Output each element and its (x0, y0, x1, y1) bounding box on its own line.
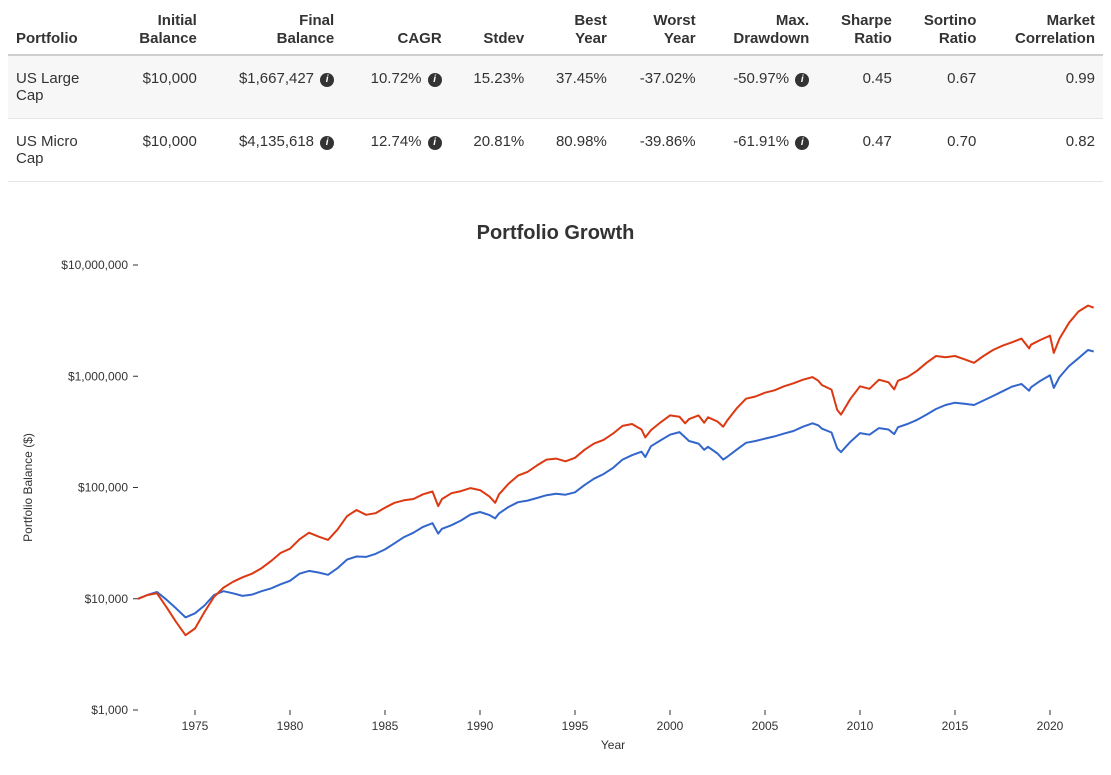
x-tick-label: 1995 (562, 719, 589, 733)
table-cell: 0.67 (900, 55, 985, 119)
column-header: InitialBalance (114, 6, 205, 55)
table-cell: $4,135,618 i (205, 119, 342, 182)
chart-title: Portfolio Growth (8, 222, 1103, 245)
table-cell: -50.97% i (704, 55, 818, 119)
y-tick-label: $10,000 (85, 592, 129, 606)
growth-chart: $1,000 $10,000 $100,000 $1,000,000 $10,000,0… (8, 255, 1103, 755)
x-tick-label: 1980 (277, 719, 304, 733)
table-cell: $1,667,427 i (205, 55, 342, 119)
column-header: Max.Drawdown (704, 6, 818, 55)
y-tick-label: $100,000 (78, 481, 128, 495)
column-header: MarketCorrelation (984, 6, 1103, 55)
series-line (138, 350, 1094, 617)
info-icon[interactable]: i (320, 73, 334, 87)
portfolio-name-cell: US Large Cap (8, 55, 114, 119)
x-tick-label: 2015 (942, 719, 969, 733)
column-header: Stdev (450, 6, 533, 55)
table-cell: $10,000 (114, 119, 205, 182)
x-tick-label: 2000 (657, 719, 684, 733)
table-cell: 0.70 (900, 119, 985, 182)
column-header: CAGR (342, 6, 449, 55)
y-tick-label: $10,000,000 (61, 258, 128, 272)
column-header: BestYear (532, 6, 615, 55)
portfolio-name-cell: US Micro Cap (8, 119, 114, 182)
info-icon[interactable]: i (320, 136, 334, 150)
x-tick-label: 2005 (752, 719, 779, 733)
table-cell: 0.47 (817, 119, 900, 182)
info-icon[interactable]: i (795, 73, 809, 87)
table-row: US Micro Cap$10,000$4,135,618 i12.74% i2… (8, 119, 1103, 182)
y-tick-label: $1,000,000 (68, 369, 128, 383)
table-cell: 0.45 (817, 55, 900, 119)
column-header: Portfolio (8, 6, 114, 55)
x-tick-label: 1990 (467, 719, 494, 733)
y-tick-label: $1,000 (91, 703, 128, 717)
x-tick-label: 1975 (182, 719, 209, 733)
table-cell: 80.98% (532, 119, 615, 182)
table-row: US Large Cap$10,000$1,667,427 i10.72% i1… (8, 55, 1103, 119)
table-cell: 10.72% i (342, 55, 449, 119)
info-icon[interactable]: i (795, 136, 809, 150)
table-cell: -37.02% (615, 55, 704, 119)
x-tick-label: 1985 (372, 719, 399, 733)
column-header: WorstYear (615, 6, 704, 55)
info-icon[interactable]: i (428, 73, 442, 87)
info-icon[interactable]: i (428, 136, 442, 150)
portfolio-table: PortfolioInitialBalanceFinalBalanceCAGRS… (8, 6, 1103, 182)
x-tick-label: 2020 (1037, 719, 1064, 733)
table-cell: 37.45% (532, 55, 615, 119)
table-cell: -61.91% i (704, 119, 818, 182)
table-cell: -39.86% (615, 119, 704, 182)
table-cell: 0.82 (984, 119, 1103, 182)
table-cell: 12.74% i (342, 119, 449, 182)
y-axis-title: Portfolio Balance ($) (21, 433, 35, 542)
column-header: SortinoRatio (900, 6, 985, 55)
table-cell: 15.23% (450, 55, 533, 119)
x-tick-label: 2010 (847, 719, 874, 733)
table-cell: $10,000 (114, 55, 205, 119)
x-axis-title: Year (601, 738, 625, 752)
table-cell: 0.99 (984, 55, 1103, 119)
series-line (138, 306, 1094, 636)
column-header: SharpeRatio (817, 6, 900, 55)
table-cell: 20.81% (450, 119, 533, 182)
column-header: FinalBalance (205, 6, 342, 55)
